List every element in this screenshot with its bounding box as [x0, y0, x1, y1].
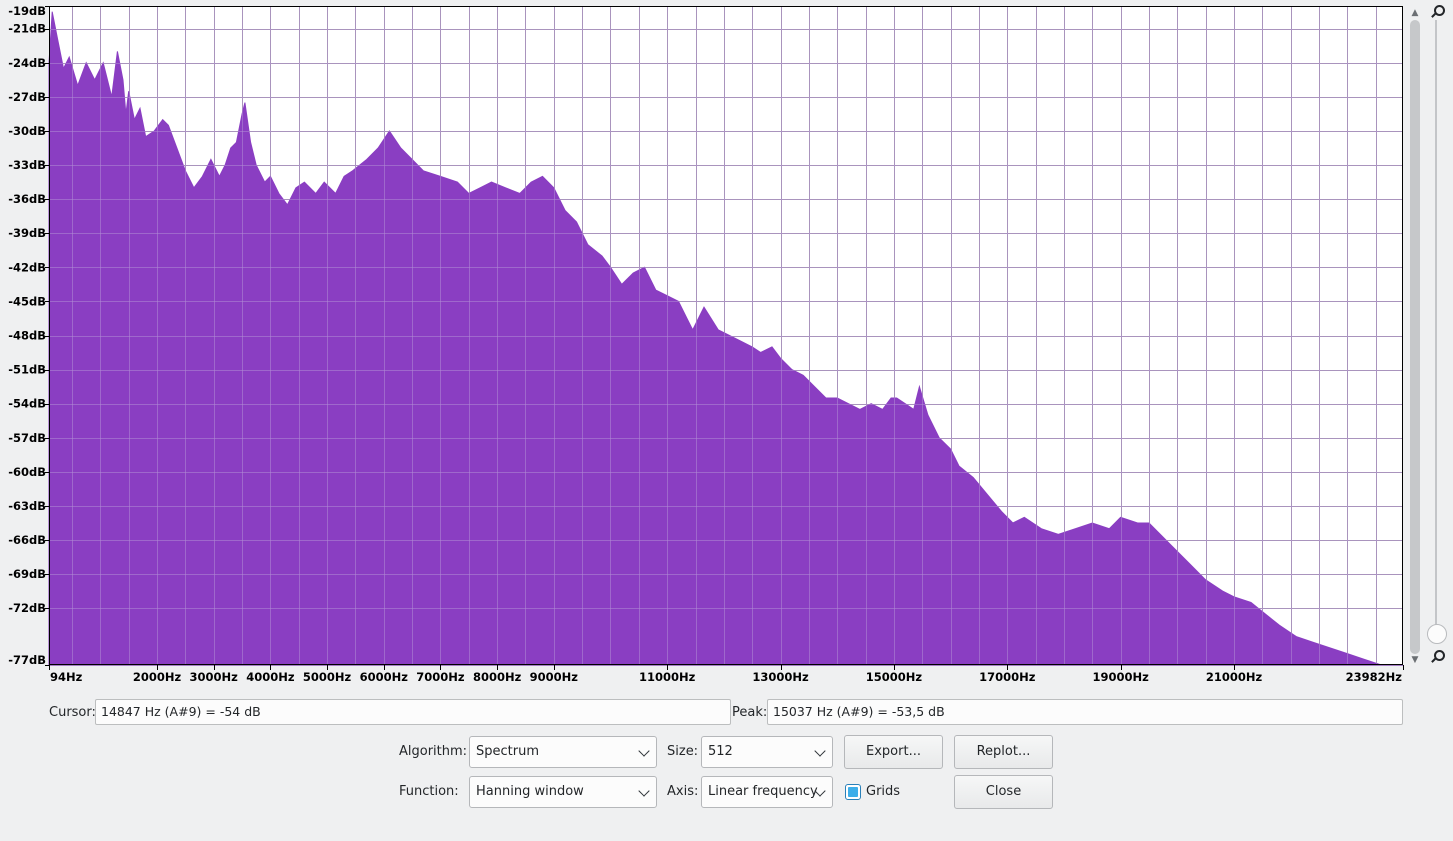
x-axis-ticks: 94Hz 2000Hz 3000Hz 4000Hz 5000Hz 6000Hz 7000Hz…: [49, 665, 1404, 684]
spectrum-chart[interactable]: -19dB -21dB -24dB -27dB -30dB -33dB -36dB -39dB…: [0, 0, 1406, 690]
algorithm-label: Algorithm:: [399, 744, 468, 759]
x-tick-label: 9000Hz: [530, 670, 579, 684]
chevron-down-icon: [638, 745, 650, 757]
size-select[interactable]: 512: [701, 736, 833, 768]
export-button[interactable]: Export...: [844, 735, 943, 769]
y-tick-label: -69dB: [8, 567, 46, 581]
y-tick-label: -36dB: [8, 192, 46, 206]
zoom-slider-track[interactable]: [1435, 20, 1437, 640]
y-tick-label: -54dB: [8, 397, 46, 411]
size-value: 512: [708, 744, 733, 759]
y-tick-label: -39dB: [8, 226, 46, 240]
zoom-slider-handle[interactable]: [1427, 624, 1447, 644]
peak-readout: 15037 Hz (A#9) = -53,5 dB: [767, 699, 1403, 725]
x-tick-label: 19000Hz: [1092, 670, 1149, 684]
x-tick-label: 2000Hz: [133, 670, 182, 684]
y-tick-label: -51dB: [8, 363, 46, 377]
algorithm-value: Spectrum: [476, 744, 539, 759]
size-label: Size:: [667, 744, 699, 759]
scroll-down-icon[interactable]: ▼: [1411, 655, 1419, 665]
zoom-in-icon[interactable]: [1430, 5, 1445, 19]
x-tick-label: 13000Hz: [752, 670, 809, 684]
y-tick-label: -45dB: [8, 294, 46, 308]
axis-select[interactable]: Linear frequency: [701, 776, 833, 808]
axis-label: Axis:: [667, 784, 699, 799]
x-tick-label: 7000Hz: [416, 670, 465, 684]
y-tick-label: -63dB: [8, 499, 46, 513]
x-tick-label: 5000Hz: [303, 670, 352, 684]
vertical-scrollbar[interactable]: ▲ ▼: [1406, 6, 1428, 666]
scroll-up-icon[interactable]: ▲: [1411, 8, 1419, 18]
spectrum-area-path[interactable]: [48, 11, 1403, 666]
y-tick-label: -48dB: [8, 329, 46, 343]
y-tick-label: -27dB: [8, 90, 46, 104]
y-tick-label: -42dB: [8, 260, 46, 274]
x-tick-label: 3000Hz: [190, 670, 239, 684]
peak-label: Peak:: [732, 705, 768, 720]
y-tick-label: -19dB: [8, 4, 46, 18]
x-tick-label: 23982Hz: [1346, 670, 1403, 684]
y-tick-label: -66dB: [8, 533, 46, 547]
x-tick-label: 17000Hz: [979, 670, 1036, 684]
chevron-down-icon: [814, 745, 826, 757]
x-tick-label: 8000Hz: [473, 670, 522, 684]
grids-label[interactable]: Grids: [866, 784, 901, 799]
replot-button[interactable]: Replot...: [954, 735, 1053, 769]
y-tick-label: -33dB: [8, 158, 46, 172]
y-tick-label: -21dB: [8, 22, 46, 36]
x-tick-label: 21000Hz: [1206, 670, 1263, 684]
x-tick-label: 6000Hz: [360, 670, 409, 684]
y-tick-label: -77dB: [8, 653, 46, 667]
axis-value: Linear frequency: [708, 784, 818, 799]
chevron-down-icon: [638, 785, 650, 797]
close-button[interactable]: Close: [954, 775, 1053, 809]
y-tick-label: -60dB: [8, 465, 46, 479]
x-tick-label: 94Hz: [50, 670, 83, 684]
plot-frame: [49, 6, 1403, 665]
checkbox-check-icon: [848, 787, 858, 797]
zoom-out-icon[interactable]: [1430, 650, 1445, 664]
y-tick-label: -30dB: [8, 124, 46, 138]
x-tick-label: 4000Hz: [246, 670, 295, 684]
y-axis-ticks: -19dB -21dB -24dB -27dB -30dB -33dB -36dB -39dB…: [8, 4, 49, 667]
cursor-readout: 14847 Hz (A#9) = -54 dB: [95, 699, 731, 725]
scrollbar-thumb[interactable]: [1410, 20, 1420, 654]
x-tick-label: 11000Hz: [639, 670, 696, 684]
grids-checkbox[interactable]: [845, 784, 861, 800]
cursor-label: Cursor:: [49, 705, 96, 720]
y-tick-label: -57dB: [8, 431, 46, 445]
x-tick-label: 15000Hz: [866, 670, 923, 684]
function-select[interactable]: Hanning window: [469, 776, 657, 808]
algorithm-select[interactable]: Spectrum: [469, 736, 657, 768]
y-tick-label: -72dB: [8, 601, 46, 615]
y-tick-label: -24dB: [8, 56, 46, 70]
function-value: Hanning window: [476, 784, 584, 799]
function-label: Function:: [399, 784, 459, 799]
